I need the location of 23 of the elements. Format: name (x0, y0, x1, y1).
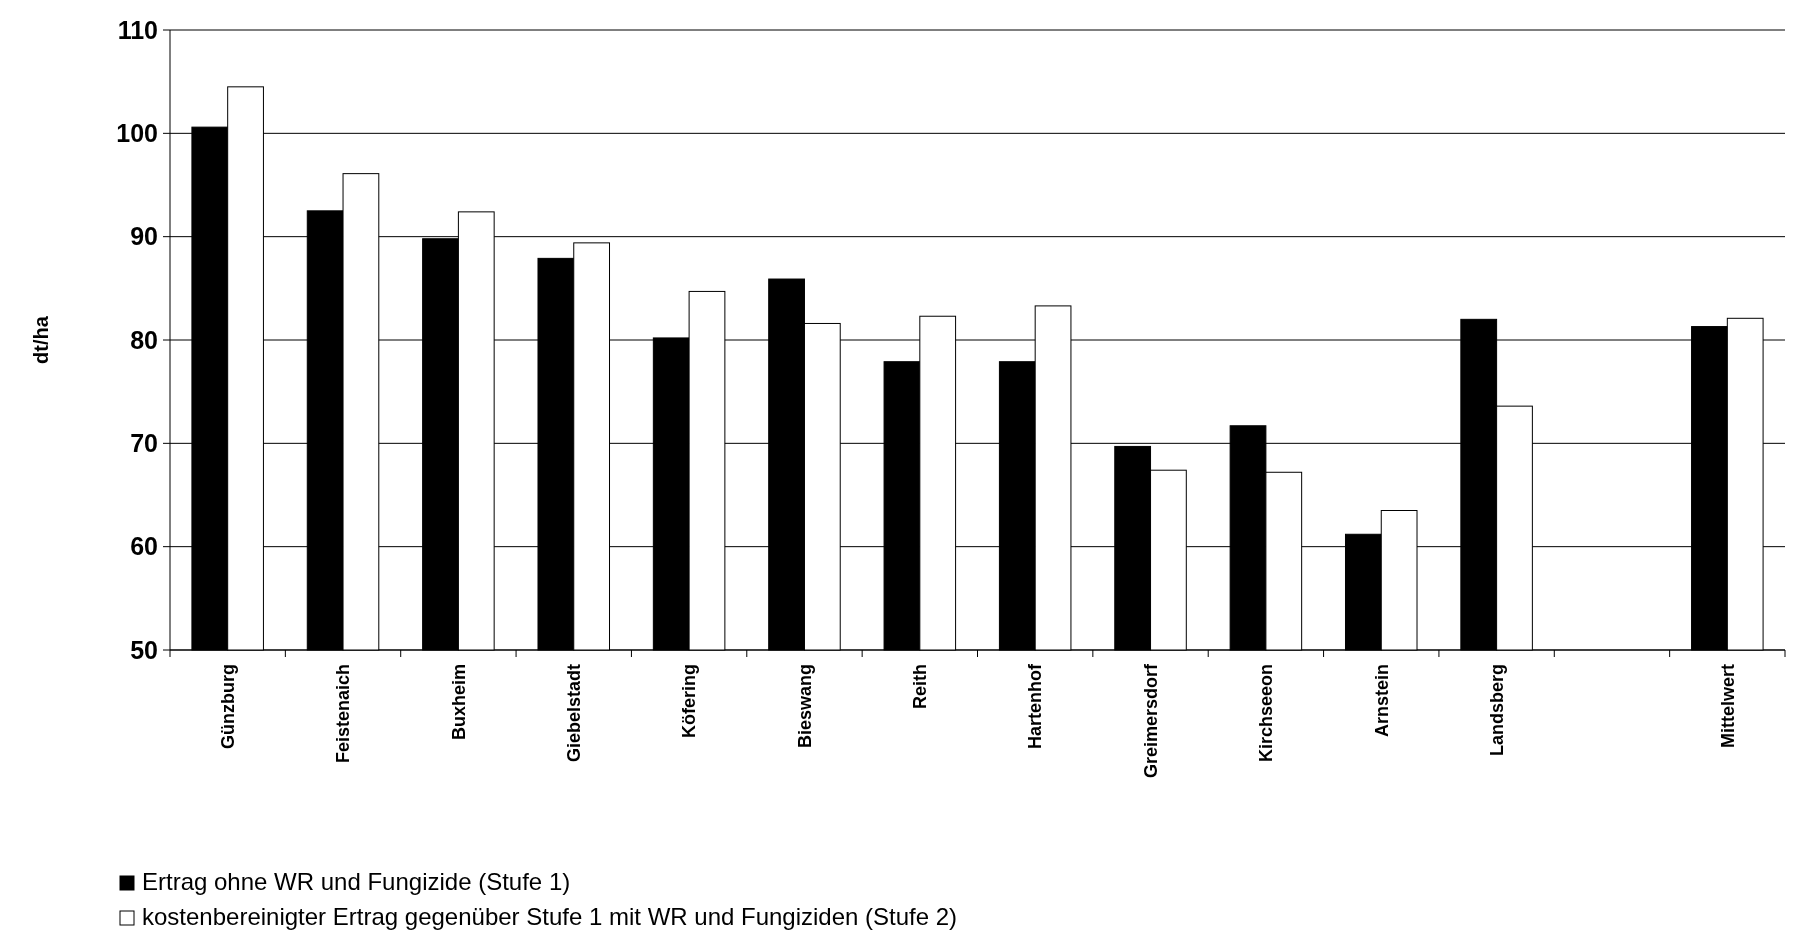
x-tick-label: Buxheim (448, 664, 469, 741)
y-tick-label: 60 (130, 532, 158, 561)
x-tick-label: Kirchseeon (1256, 664, 1277, 763)
x-tick-label: Giebelstadt (564, 664, 585, 763)
y-axis-title: dt/ha (30, 315, 52, 364)
x-tick-label: Bieswang (794, 664, 815, 749)
legend-label: kostenbereinigter Ertrag gegenüber Stufe 1 mit WR und Fungiziden (Stufe 2) (142, 903, 958, 930)
y-tick-label: 80 (130, 325, 158, 354)
x-tick-label: Günzburg (217, 664, 238, 749)
x-tick-label: Arnstein (1371, 664, 1392, 738)
x-tick-label: Mittelwert (1717, 664, 1738, 749)
x-tick-label: Feistenaich (333, 664, 354, 764)
x-tick-label: Landsberg (1486, 664, 1507, 757)
y-tick-label: 90 (130, 222, 158, 251)
y-tick-label: 70 (130, 429, 158, 458)
x-tick-label: Reith (910, 664, 931, 709)
x-tick-label: Greimersdorf (1140, 663, 1161, 779)
legend-label: Ertrag ohne WR und Fungizide (Stufe 1) (142, 868, 571, 895)
x-tick-label: Hartenhof (1025, 663, 1046, 749)
y-tick-label: 100 (116, 119, 158, 148)
y-tick-label: 110 (117, 15, 158, 44)
x-tick-label: Köfering (679, 664, 700, 738)
y-tick-label: 50 (130, 635, 158, 664)
